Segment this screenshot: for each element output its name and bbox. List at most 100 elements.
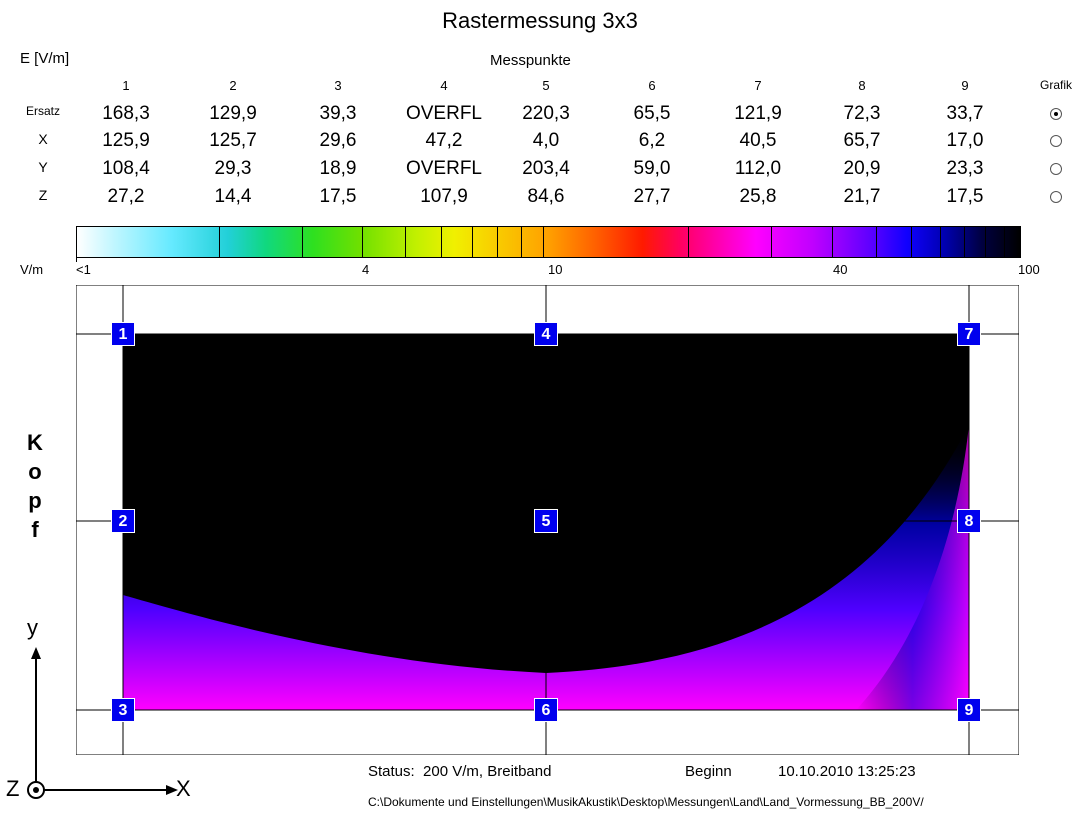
color-scale-tick	[1004, 226, 1005, 258]
table-cell: 27,2	[107, 186, 145, 207]
kopf-letter: o	[28, 459, 42, 484]
measurement-point-1[interactable]: 1	[111, 322, 135, 346]
table-cell: 220,3	[522, 103, 570, 124]
grafik-radio-x[interactable]	[1050, 135, 1062, 147]
color-scale-label: <1	[76, 262, 91, 277]
row-label-z: Z	[38, 187, 48, 203]
table-cell: 203,4	[522, 158, 570, 179]
table-cell: 17,0	[946, 130, 984, 151]
measurement-point-7[interactable]: 7	[957, 322, 981, 346]
table-cell: 4,0	[532, 130, 560, 151]
table-cell: 17,5	[319, 186, 357, 207]
table-cell: 20,9	[843, 158, 881, 179]
table-cell: 25,8	[739, 186, 777, 207]
table-cell: 47,2	[425, 130, 463, 151]
table-cell: 29,3	[214, 158, 252, 179]
column-header: 6	[648, 78, 656, 93]
kopf-letter: p	[28, 488, 42, 513]
kopf-letter: f	[31, 517, 39, 542]
table-cell: 33,7	[946, 103, 984, 124]
table-cell: 23,3	[946, 158, 984, 179]
measurement-point-3[interactable]: 3	[111, 698, 135, 722]
color-scale-tick	[964, 226, 965, 258]
axis-y-label: y	[27, 615, 38, 640]
column-header: 5	[542, 78, 550, 93]
color-scale-tick	[472, 226, 473, 258]
color-scale-tick	[832, 226, 833, 258]
row-label-x: X	[38, 131, 48, 147]
row-label-y: Y	[38, 159, 48, 175]
table-cell: 72,3	[843, 103, 881, 124]
table-cell: 84,6	[527, 186, 565, 207]
unit-label: E [V/m]	[20, 50, 70, 67]
row-label-ersatz: Ersatz	[25, 104, 60, 118]
color-scale-tick	[911, 226, 912, 258]
color-scale-tick	[405, 226, 406, 258]
color-scale-tick	[302, 226, 303, 258]
grafik-radio-y[interactable]	[1050, 163, 1062, 175]
color-scale-tick	[521, 226, 522, 258]
table-cell: 29,6	[319, 130, 357, 151]
page-title: Rastermessung 3x3	[442, 8, 638, 33]
column-header: 3	[334, 78, 342, 93]
measurement-point-6[interactable]: 6	[534, 698, 558, 722]
axis-z-label: Z	[6, 776, 20, 801]
color-scale-bar	[76, 226, 1021, 258]
table-cell: 39,3	[319, 103, 357, 124]
color-scale-tick	[219, 226, 220, 258]
table-cell: 125,9	[102, 130, 150, 151]
color-scale-tick	[441, 226, 442, 258]
kopf-letter: K	[27, 430, 43, 455]
color-scale-tick	[940, 226, 941, 258]
table-cell: 121,9	[734, 103, 782, 124]
color-scale-label: 4	[362, 262, 370, 277]
start-datetime: 10.10.2010 13:25:23	[778, 763, 916, 780]
column-header: 2	[229, 78, 237, 93]
messpunkte-label: Messpunkte	[490, 52, 571, 69]
status-text: Status: 200 V/m, Breitband	[368, 763, 552, 780]
column-header: 8	[858, 78, 866, 93]
heat-gradient-low	[123, 425, 969, 710]
table-cell: 40,5	[739, 130, 777, 151]
table-cell: 65,7	[843, 130, 881, 151]
grafik-radio-ersatz[interactable]	[1050, 108, 1062, 120]
color-scale-tick	[543, 226, 544, 258]
color-scale-unit: V/m	[20, 262, 44, 277]
beginn-label: Beginn	[685, 763, 732, 780]
measurement-point-5[interactable]: 5	[534, 509, 558, 533]
measurement-point-9[interactable]: 9	[957, 698, 981, 722]
color-scale-tick	[985, 226, 986, 258]
column-header: 7	[754, 78, 762, 93]
column-header: 9	[961, 78, 969, 93]
color-scale-tick	[76, 226, 77, 262]
table-cell: 17,5	[946, 186, 984, 207]
table-cell: 168,3	[102, 103, 150, 124]
axis-indicator-icon	[27, 647, 178, 799]
table-cell: 125,7	[209, 130, 257, 151]
axis-x-label: X	[176, 776, 191, 801]
measurement-point-8[interactable]: 8	[957, 509, 981, 533]
table-cell: 27,7	[633, 186, 671, 207]
table-cell: 112,0	[734, 158, 782, 179]
color-scale-tick	[771, 226, 772, 258]
color-scale-tick	[362, 226, 363, 258]
grafik-radio-z[interactable]	[1050, 191, 1062, 203]
table-cell: OVERFL	[405, 103, 483, 124]
heat-gradient-right	[856, 425, 969, 710]
color-scale-tick	[688, 226, 689, 258]
table-cell: 65,5	[633, 103, 671, 124]
color-scale-label: 10	[548, 262, 563, 277]
grafik-label: Grafik	[1040, 78, 1073, 92]
color-scale-tick	[876, 226, 877, 258]
table-cell: 59,0	[633, 158, 671, 179]
color-scale-label: 40	[833, 262, 848, 277]
color-scale-tick	[497, 226, 498, 258]
measurement-point-2[interactable]: 2	[111, 509, 135, 533]
table-cell: 6,2	[638, 130, 666, 151]
table-cell: 14,4	[214, 186, 252, 207]
color-scale-label: 100	[1018, 262, 1040, 277]
measurement-point-4[interactable]: 4	[534, 322, 558, 346]
table-cell: 107,9	[420, 186, 468, 207]
table-cell: 129,9	[209, 103, 257, 124]
table-cell: 18,9	[319, 158, 357, 179]
